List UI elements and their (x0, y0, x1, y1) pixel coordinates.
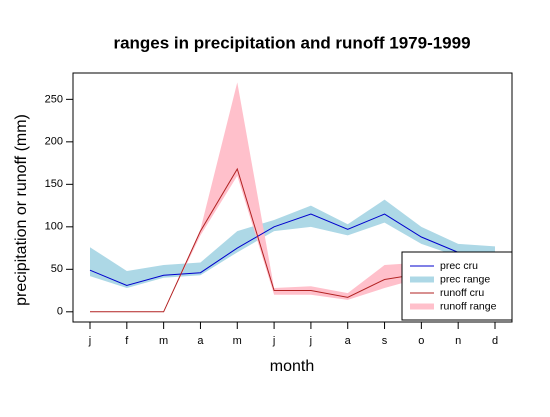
range-band (90, 199, 495, 289)
x-tick-label: j (272, 335, 275, 347)
y-tick-label: 150 (45, 178, 63, 190)
x-tick-label: a (197, 335, 204, 347)
plot-frame (72, 72, 513, 323)
x-tick-label: d (492, 335, 498, 347)
data-line (89, 213, 495, 286)
y-axis-label: precipitation or runoff (mm) (13, 114, 30, 306)
x-tick-label: f (125, 335, 129, 347)
x-axis-label: month (270, 358, 314, 375)
y-tick-label: 50 (51, 263, 63, 275)
x-tick-label: m (233, 335, 242, 347)
x-tick-label: o (418, 335, 424, 347)
x-tick-label: j (88, 335, 91, 347)
y-tick-label: 100 (45, 221, 63, 233)
legend-label: prec cru (440, 260, 478, 272)
chart-title: ranges in precipitation and runoff 1979-… (113, 33, 470, 52)
x-tick-label: a (345, 335, 352, 347)
y-tick-label: 250 (45, 93, 63, 105)
y-tick-label: 0 (57, 306, 63, 318)
x-tick-label: n (455, 335, 461, 347)
legend-label: runoff range (440, 300, 497, 312)
x-tick-label: j (309, 335, 312, 347)
x-tick-label: m (159, 335, 168, 347)
legend-label: prec range (440, 273, 490, 285)
x-tick-label: s (382, 335, 388, 347)
y-tick-label: 200 (45, 136, 63, 148)
legend-label: runoff cru (440, 287, 484, 299)
